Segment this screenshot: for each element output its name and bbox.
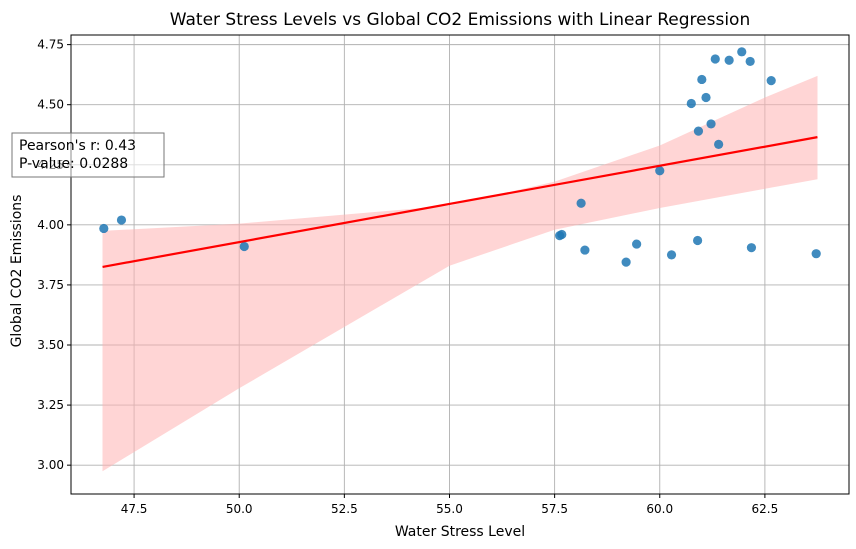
y-axis-label: Global CO2 Emissions bbox=[9, 195, 25, 348]
data-point bbox=[666, 250, 677, 260]
data-point bbox=[746, 243, 757, 253]
data-point bbox=[632, 239, 642, 249]
x-tick-label: 55.0 bbox=[436, 502, 463, 516]
x-tick-label: 62.5 bbox=[752, 502, 779, 516]
data-point bbox=[621, 257, 631, 267]
data-point bbox=[655, 166, 665, 176]
data-point bbox=[99, 223, 109, 234]
data-point bbox=[580, 245, 590, 255]
data-point bbox=[737, 47, 747, 57]
chart-title: Water Stress Levels vs Global CO2 Emissi… bbox=[170, 10, 750, 30]
data-points bbox=[99, 47, 821, 267]
x-tick-label: 60.0 bbox=[646, 502, 673, 516]
y-tick-label: 4.75 bbox=[37, 38, 64, 52]
annotation-pearson: Pearson's r: 0.43 bbox=[19, 138, 136, 154]
data-point bbox=[697, 74, 707, 85]
data-point bbox=[766, 76, 776, 86]
x-tick-label: 52.5 bbox=[331, 502, 358, 516]
regression-line-path bbox=[102, 136, 818, 268]
data-point bbox=[576, 198, 586, 208]
data-point bbox=[239, 241, 249, 252]
y-tick-label: 4.50 bbox=[37, 98, 64, 112]
x-tick-label: 57.5 bbox=[541, 502, 568, 516]
stats-annotation: Pearson's r: 0.43 P-value: 0.0288 bbox=[11, 132, 165, 178]
y-axis-ticks: 3.003.253.503.754.004.254.504.75 bbox=[37, 38, 71, 472]
data-point bbox=[557, 229, 567, 240]
plot-border bbox=[70, 34, 850, 495]
x-axis-ticks: 47.5 50.0 52.5 55.0 57.5 60.0 62.5 bbox=[121, 494, 779, 516]
data-point bbox=[706, 119, 716, 129]
y-tick-label: 3.50 bbox=[37, 338, 64, 352]
x-tick-label: 47.5 bbox=[121, 502, 148, 516]
data-point bbox=[745, 56, 755, 67]
plot-frame bbox=[70, 34, 850, 495]
y-tick-label: 4.00 bbox=[37, 218, 64, 232]
annotation-pvalue: P-value: 0.0288 bbox=[19, 156, 128, 172]
x-axis-label: Water Stress Level bbox=[395, 524, 525, 540]
data-point bbox=[116, 215, 127, 225]
confidence-band bbox=[102, 75, 818, 472]
annotation-box bbox=[11, 132, 165, 178]
data-point bbox=[701, 92, 711, 103]
data-point bbox=[710, 54, 720, 64]
data-point bbox=[686, 98, 696, 109]
x-tick-label: 50.0 bbox=[226, 502, 253, 516]
regression-line bbox=[102, 136, 818, 268]
data-point bbox=[693, 235, 703, 246]
confidence-band-area bbox=[102, 75, 818, 472]
data-point bbox=[693, 126, 704, 136]
data-point bbox=[714, 139, 724, 149]
y-tick-label: 3.75 bbox=[37, 278, 64, 292]
data-point bbox=[811, 249, 821, 259]
y-tick-label: 3.00 bbox=[37, 458, 64, 472]
data-point bbox=[724, 55, 734, 65]
y-tick-label: 3.25 bbox=[37, 398, 64, 412]
